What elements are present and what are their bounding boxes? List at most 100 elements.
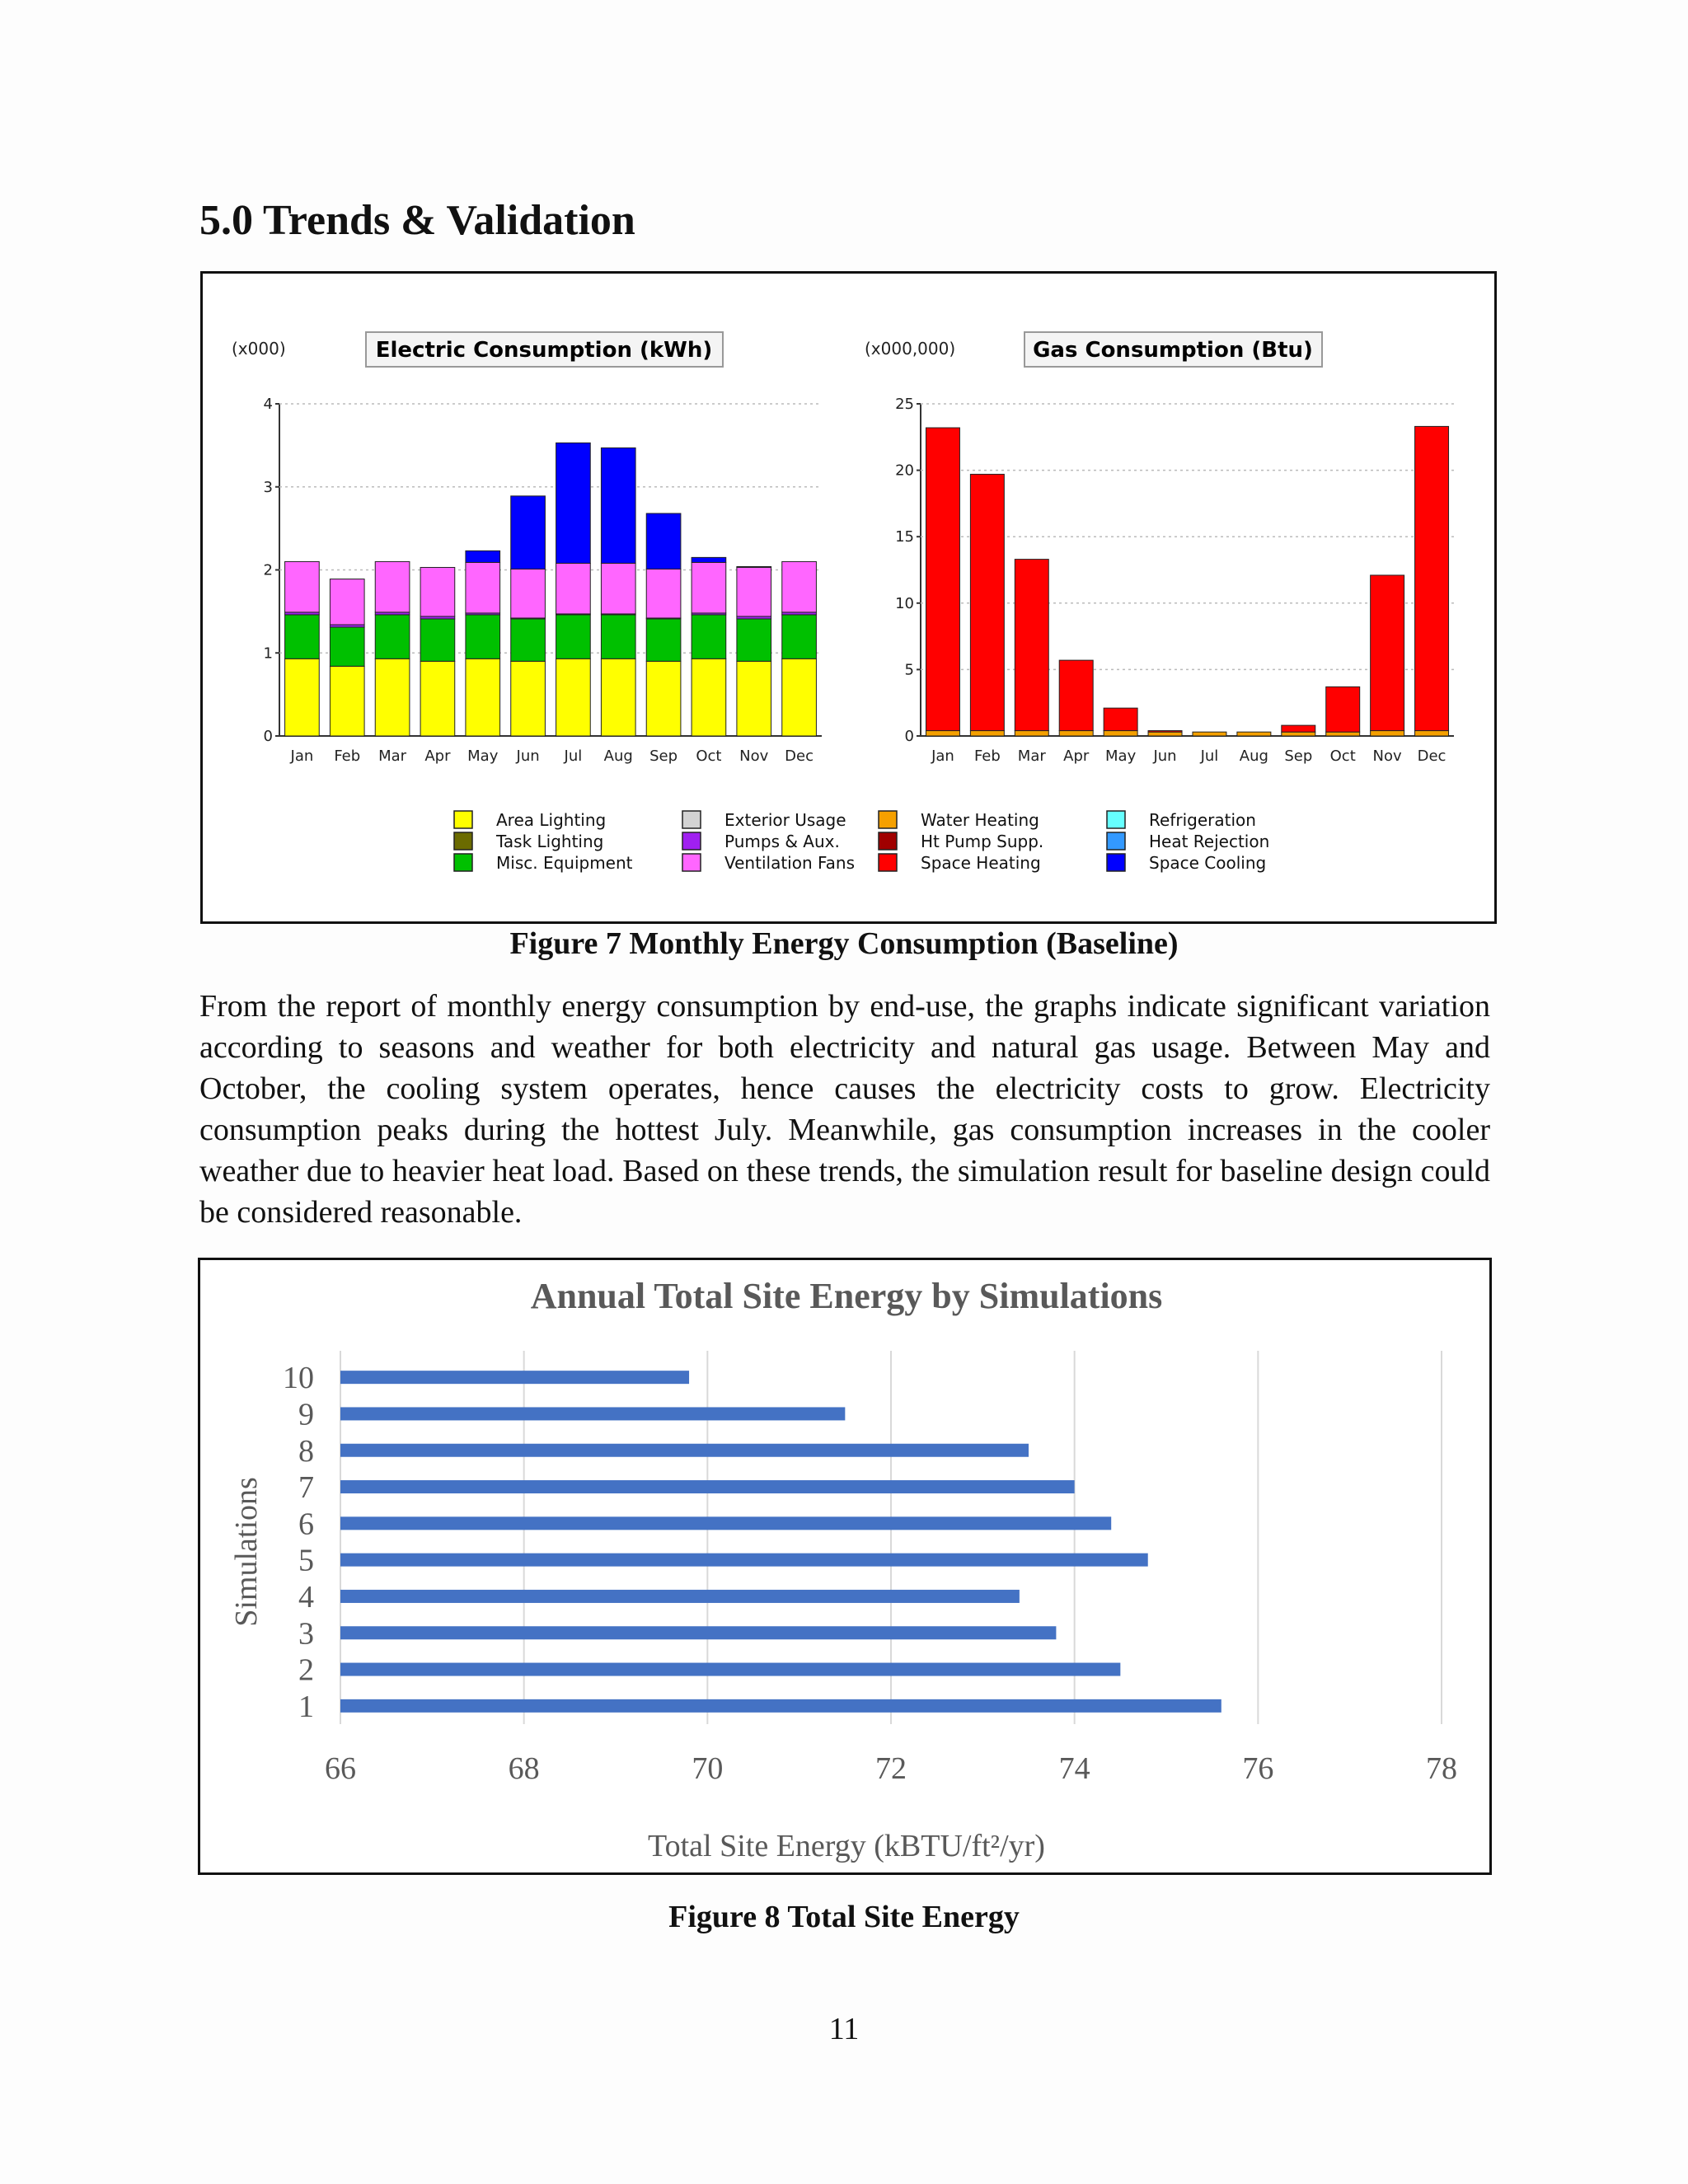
electric-bar-segment (465, 614, 501, 659)
gas-y-tick-label: 15 (895, 528, 914, 546)
electric-bar-segment (691, 556, 727, 563)
legend-label: Water Heating (921, 810, 1039, 830)
legend-swatch (453, 810, 473, 829)
electric-multiplier: (x000) (232, 339, 286, 359)
legend-swatch (878, 853, 898, 872)
legend-swatch (1106, 832, 1126, 851)
electric-bar-segment (329, 579, 365, 626)
electric-bar-segment (510, 568, 546, 619)
electric-bar-segment (556, 562, 591, 615)
electric-bar-segment (420, 660, 456, 737)
gas-bar-segment (969, 730, 1005, 737)
electric-bar-segment (465, 561, 501, 614)
electric-bar-segment (691, 658, 727, 737)
legend-label: Ventilation Fans (724, 853, 855, 873)
electric-x-tick-label: Nov (739, 748, 768, 765)
body-paragraph: From the report of monthly energy consum… (199, 989, 1490, 1230)
simulation-bar (340, 1699, 1221, 1713)
electric-bar-segment (645, 660, 682, 737)
gas-x-tick-label: Apr (1063, 748, 1090, 765)
gas-x-tick-label: Feb (974, 748, 1001, 765)
legend-swatch (682, 810, 701, 829)
simulation-bar (340, 1589, 1020, 1603)
legend-label: Area Lighting (496, 810, 606, 830)
electric-bar-segment (781, 560, 817, 613)
legend-label: Refrigeration (1149, 810, 1256, 830)
electric-x-tick-label: Jun (516, 748, 540, 765)
gas-y-tick-label: 5 (905, 661, 914, 678)
y-tick-label: 2 (298, 1653, 314, 1688)
y-tick-label: 8 (298, 1434, 314, 1469)
gas-y-tick-label: 0 (905, 728, 914, 745)
x-axis-title: Total Site Energy (kBTU/ft²/yr) (648, 1829, 1045, 1863)
electric-bar-segment (510, 495, 546, 569)
legend-swatch (453, 853, 473, 872)
electric-bar-segment (781, 614, 817, 659)
gas-bar-segment (925, 427, 960, 732)
gas-bar-segment (1325, 731, 1361, 737)
electric-x-tick-label: Jan (290, 748, 314, 765)
gas-bar-segment (1370, 574, 1405, 732)
electric-bar-segment (510, 618, 546, 662)
site-energy-chart: Annual Total Site Energy by Simulations 6… (229, 1276, 1457, 1863)
gas-bar-segment (1281, 731, 1316, 737)
legend-label: Space Heating (921, 853, 1041, 873)
electric-y-tick-label: 0 (264, 728, 273, 745)
figure-8-chart: Annual Total Site Energy by Simulations 6… (229, 1276, 1457, 1863)
figure-7-legend: Area Lighting Task Lighting Misc. Equipmen… (453, 810, 1269, 873)
gas-bar-segment (1014, 559, 1049, 732)
y-tick-label: 6 (298, 1507, 314, 1541)
electric-y-tick-label: 3 (264, 479, 273, 496)
electric-bar-segment (374, 560, 410, 613)
figure-7-charts: (x000) Electric Consumption (kWh) (x000,… (232, 331, 1454, 873)
electric-x-tick-label: Feb (334, 748, 360, 765)
legend-label: Space Cooling (1149, 853, 1266, 873)
electric-bar-segment (691, 614, 727, 659)
electric-bar-segment (465, 658, 501, 737)
electric-bar-segment (284, 614, 320, 659)
x-tick-label: 78 (1426, 1751, 1457, 1786)
legend-swatch (682, 853, 701, 872)
electric-bar-segment (465, 550, 501, 563)
gas-x-tick-label: Dec (1418, 748, 1447, 765)
electric-bar-segment (600, 562, 636, 615)
electric-bar-segment (556, 442, 591, 564)
x-tick-label: 66 (325, 1751, 356, 1786)
gas-bar-segment (1103, 707, 1138, 732)
gas-title: Gas Consumption (Btu) (1033, 338, 1313, 363)
simulation-bar (340, 1407, 846, 1421)
simulation-bar (340, 1516, 1112, 1530)
gas-bar-segment (1414, 425, 1450, 732)
simulation-bar (340, 1626, 1057, 1640)
electric-bar-segment (781, 658, 817, 737)
gas-bar-segment (1325, 686, 1361, 733)
gas-bar-segment (1192, 731, 1227, 737)
legend-swatch (878, 832, 898, 851)
gas-bar-segment (1014, 730, 1049, 737)
gas-x-tick-label: Sep (1284, 748, 1312, 765)
electric-bar-segment (374, 614, 410, 659)
electric-title: Electric Consumption (kWh) (376, 338, 713, 363)
x-tick-label: 76 (1242, 1751, 1273, 1786)
electric-bar-segment (284, 560, 320, 613)
gas-y-tick-label: 20 (895, 462, 914, 480)
gas-bar-segment (1414, 730, 1450, 737)
electric-bar-segment (736, 566, 772, 617)
x-tick-label: 74 (1059, 1751, 1090, 1786)
y-tick-label: 4 (298, 1580, 314, 1615)
page-number: 11 (828, 2012, 860, 2046)
electric-x-tick-label: Apr (424, 748, 451, 765)
electric-bar-segment (420, 618, 456, 662)
simulation-bar (340, 1662, 1121, 1676)
electric-title-box (365, 331, 724, 368)
electric-x-tick-label: Aug (604, 748, 633, 765)
legend-swatch (682, 832, 701, 851)
electric-bar-segment (329, 626, 365, 667)
legend-label: Misc. Equipment (496, 853, 633, 873)
legend-swatch (1106, 810, 1126, 829)
chart-title: Annual Total Site Energy by Simulations (531, 1276, 1163, 1316)
simulation-bar (340, 1443, 1029, 1457)
gas-bar-segment (1281, 724, 1316, 733)
gas-bar-segment (1370, 730, 1405, 737)
gas-bar-segment (1103, 730, 1138, 737)
